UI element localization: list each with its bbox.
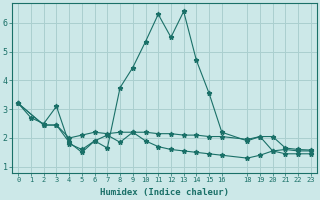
X-axis label: Humidex (Indice chaleur): Humidex (Indice chaleur) [100,188,229,197]
